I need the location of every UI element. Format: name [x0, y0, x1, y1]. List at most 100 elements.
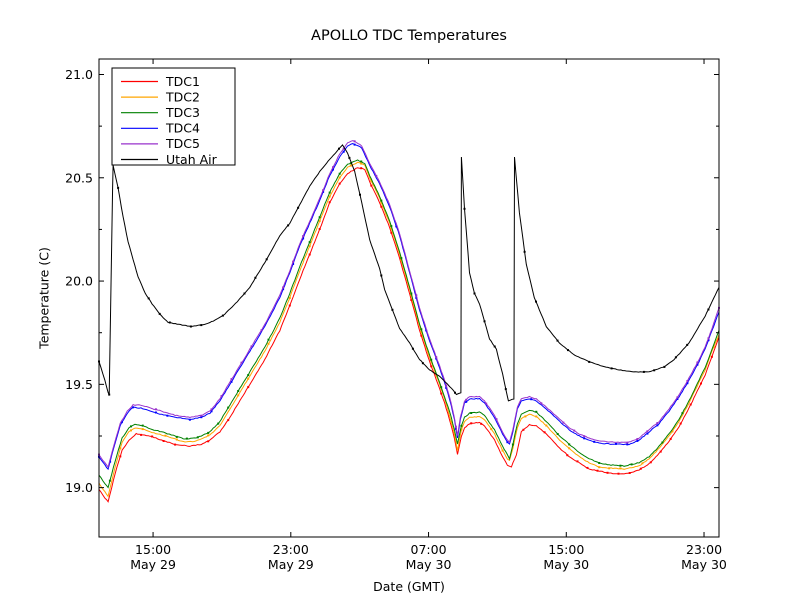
data-point-marker: [639, 467, 642, 470]
data-point-marker: [686, 382, 689, 385]
data-point-marker: [288, 304, 291, 307]
x-tick-label-time: 15:00: [548, 542, 584, 557]
data-point-marker: [200, 416, 203, 419]
data-point-marker: [646, 432, 649, 435]
data-point-marker: [265, 258, 268, 261]
legend-label: TDC2: [165, 89, 200, 104]
data-point-marker: [141, 424, 144, 427]
data-point-marker: [440, 386, 443, 389]
data-point-marker: [220, 395, 223, 398]
data-point-marker: [349, 162, 352, 165]
x-tick-label-date: May 30: [681, 557, 727, 572]
data-point-marker: [282, 288, 285, 291]
series-markers-tdc2: [119, 162, 715, 470]
data-point-marker: [360, 167, 363, 170]
data-point-marker: [430, 365, 433, 368]
data-point-marker: [380, 205, 383, 208]
data-point-marker: [501, 449, 504, 452]
data-point-marker: [140, 433, 143, 436]
data-point-marker: [120, 421, 123, 424]
data-point-marker: [421, 362, 424, 365]
data-point-marker: [359, 193, 361, 196]
data-point-marker: [420, 330, 423, 333]
data-point-marker: [217, 422, 220, 425]
data-point-marker: [243, 292, 246, 295]
data-point-marker: [338, 176, 341, 179]
data-point-marker: [410, 292, 413, 295]
data-point-marker: [227, 406, 230, 409]
data-point-marker: [147, 297, 150, 300]
y-tick-label: 20.0: [65, 274, 93, 289]
data-point-marker: [656, 422, 659, 424]
data-point-marker: [391, 308, 394, 311]
data-point-marker: [353, 140, 356, 143]
data-point-marker: [679, 422, 682, 425]
data-point-marker: [556, 339, 559, 342]
data-point-marker: [535, 415, 538, 418]
data-point-marker: [318, 228, 321, 230]
data-point-marker: [460, 424, 463, 427]
data-point-marker: [608, 467, 611, 470]
data-point-marker: [342, 147, 345, 150]
x-tick-label-time: 23:00: [686, 542, 722, 557]
data-point-marker: [288, 297, 291, 299]
data-point-marker: [710, 355, 713, 358]
data-point-marker: [108, 393, 111, 396]
data-point-marker: [583, 437, 586, 440]
data-point-marker: [646, 430, 649, 433]
data-point-marker: [568, 443, 571, 446]
data-point-marker: [656, 424, 659, 427]
data-point-marker: [410, 299, 413, 301]
data-point-marker: [543, 431, 546, 434]
x-tick-label-date: May 30: [543, 557, 589, 572]
data-point-marker: [681, 412, 684, 415]
data-point-marker: [450, 420, 453, 423]
data-point-marker: [473, 292, 476, 295]
data-point-marker: [576, 460, 579, 463]
data-point-marker: [696, 363, 699, 366]
data-point-marker: [227, 419, 230, 422]
data-point-marker: [119, 447, 122, 450]
data-point-marker: [188, 418, 191, 421]
data-point-marker: [696, 361, 699, 364]
data-point-marker: [390, 227, 393, 230]
data-point-marker: [463, 207, 466, 210]
data-point-marker: [400, 259, 403, 262]
data-point-marker: [676, 396, 679, 399]
data-point-marker: [207, 431, 210, 434]
data-point-marker: [596, 469, 599, 472]
data-point-marker: [108, 479, 111, 482]
series-line-tdc1: [98, 167, 720, 503]
data-point-marker: [707, 339, 710, 342]
data-point-marker: [328, 201, 331, 204]
data-point-marker: [485, 402, 488, 405]
data-point-marker: [328, 191, 331, 194]
data-point-marker: [593, 440, 596, 443]
data-point-marker: [425, 329, 428, 332]
data-point-marker: [200, 324, 203, 327]
data-point-marker: [175, 435, 178, 438]
data-point-marker: [230, 378, 233, 381]
data-point-marker: [338, 182, 341, 185]
x-tick-label-time: 23:00: [273, 542, 309, 557]
data-point-marker: [493, 345, 496, 348]
data-point-marker: [583, 435, 586, 438]
data-point-marker: [250, 345, 253, 348]
data-point-marker: [440, 392, 443, 395]
plot-border: [98, 58, 720, 538]
data-point-marker: [370, 180, 373, 183]
data-point-marker: [282, 286, 285, 289]
data-point-marker: [420, 328, 423, 331]
data-point-marker: [663, 365, 666, 368]
data-point-marker: [700, 382, 702, 385]
data-point-marker: [162, 440, 165, 442]
data-point-marker: [636, 439, 639, 442]
data-point-marker: [375, 174, 378, 177]
data-point-marker: [322, 190, 325, 193]
data-point-marker: [247, 374, 250, 377]
data-point-marker: [490, 428, 493, 431]
data-point-marker: [109, 460, 112, 463]
x-axis-label: Date (GMT): [373, 579, 445, 594]
series-line-tdc4: [98, 143, 720, 471]
